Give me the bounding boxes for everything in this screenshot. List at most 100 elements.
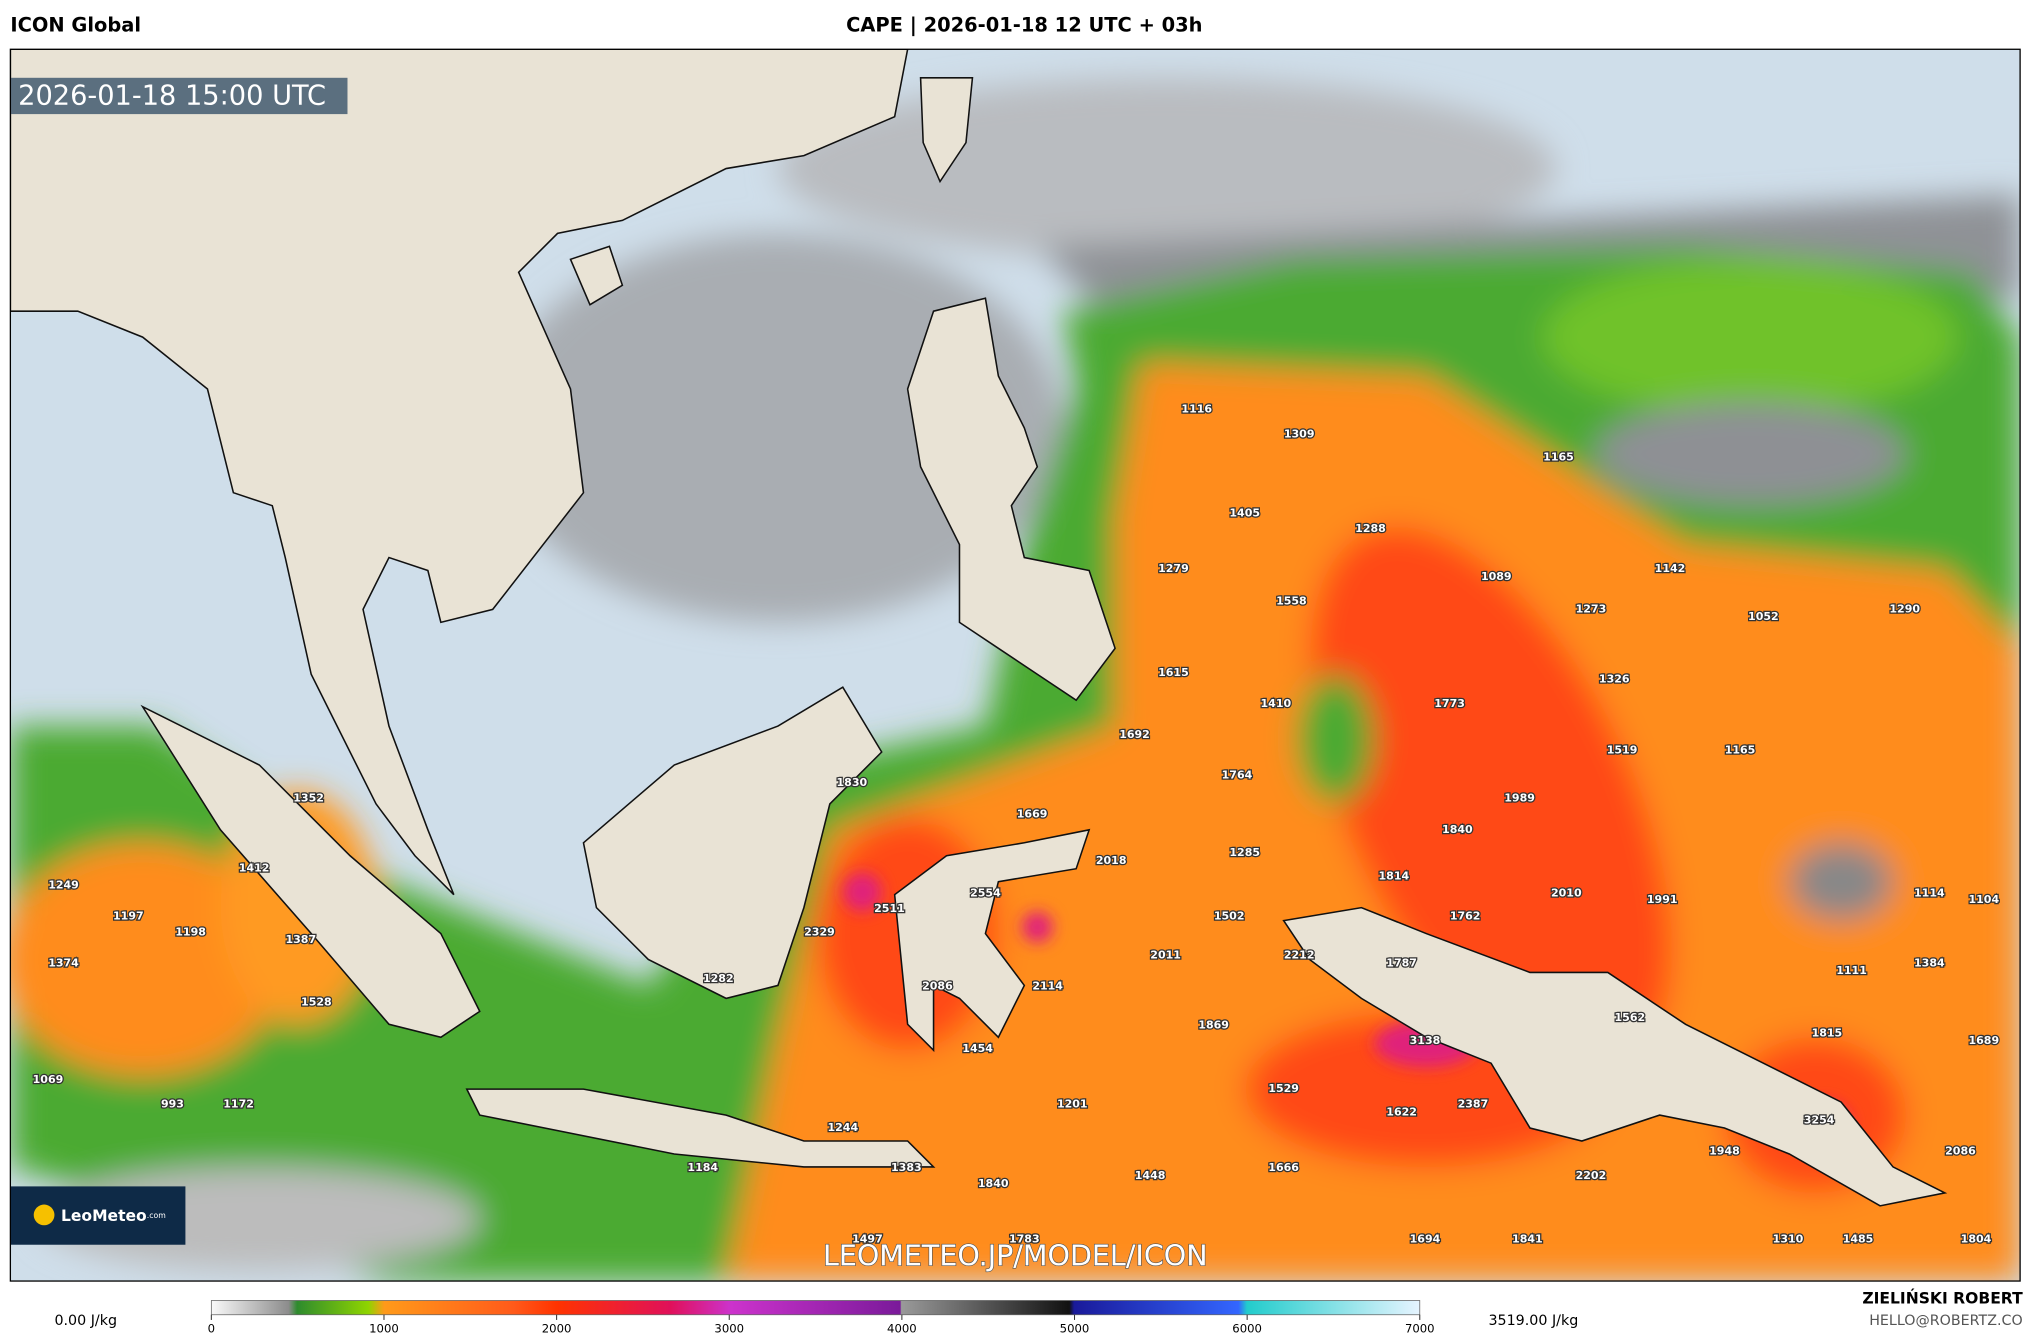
cape-label: 1290	[1889, 602, 1920, 615]
cape-label: 1352	[293, 792, 324, 805]
colorbar-ticks: 0 1000 2000 3000 4000 5000 6000 7000	[208, 1314, 1435, 1336]
cape-label: 1165	[1543, 451, 1574, 464]
colorbar-tick-label: 2000	[542, 1322, 572, 1336]
cape-label: 1111	[1836, 964, 1867, 977]
map-frame	[9, 48, 2021, 1282]
cape-label: 1309	[1284, 427, 1315, 440]
cape-label: 1405	[1229, 506, 1260, 519]
colorbar-tick-label: 1000	[369, 1322, 399, 1336]
cape-label: 1485	[1843, 1233, 1874, 1246]
cape-label: 1089	[1481, 570, 1512, 583]
cape-label: 2114	[1032, 980, 1063, 993]
cape-label: 1694	[1410, 1233, 1441, 1246]
cape-label: 1326	[1599, 672, 1630, 685]
cape-label: 1689	[1968, 1034, 1999, 1047]
cape-label: 993	[161, 1098, 184, 1111]
valid-time: 2026-01-18 15:00 UTC	[18, 81, 326, 112]
cape-label: 1198	[175, 925, 206, 938]
cape-label: 1387	[285, 933, 316, 946]
colorbar-tick-label: 0	[208, 1322, 215, 1336]
cape-label: 1840	[978, 1177, 1009, 1190]
cape-label: 1519	[1607, 744, 1638, 757]
cape-label: 1249	[48, 879, 79, 892]
logo-suffix: .com	[147, 1211, 166, 1220]
cape-label: 2329	[804, 925, 835, 938]
cape-label: 1815	[1812, 1026, 1843, 1039]
colorbar-tick-label: 5000	[1060, 1322, 1090, 1336]
map-title: CAPE | 2026-01-18 12 UTC + 03h	[846, 13, 1202, 36]
cape-label: 1288	[1355, 522, 1386, 535]
cape-label: 1052	[1748, 610, 1779, 623]
cape-label: 2202	[1576, 1169, 1607, 1182]
cape-label: 1669	[1017, 807, 1048, 820]
cape-label: 2086	[922, 980, 953, 993]
cape-label: 1374	[48, 956, 79, 969]
cape-label: 3254	[1804, 1113, 1835, 1126]
cape-label: 1142	[1655, 562, 1686, 575]
cape-label: 1410	[1261, 697, 1292, 710]
cape-label: 1948	[1709, 1144, 1740, 1157]
cape-label: 1991	[1647, 893, 1678, 906]
cape-label: 1869	[1198, 1019, 1229, 1032]
cape-label: 1558	[1276, 595, 1307, 608]
time-badge	[10, 77, 348, 115]
cape-label: 1310	[1773, 1233, 1804, 1246]
cape-label: 1412	[239, 862, 270, 875]
cape-label: 1773	[1434, 697, 1465, 710]
cape-label: 1502	[1214, 910, 1245, 923]
cape-label: 1244	[827, 1121, 858, 1134]
cape-label: 1562	[1614, 1011, 1645, 1024]
cape-label: 1840	[1442, 823, 1473, 836]
author: ZIELIŃSKI ROBERT	[1862, 1289, 2023, 1308]
cape-label: 1273	[1576, 602, 1607, 615]
cape-label: 1383	[891, 1161, 922, 1174]
cape-label: 1184	[687, 1161, 718, 1174]
cape-label: 1529	[1268, 1082, 1299, 1095]
cape-label: 2212	[1284, 949, 1315, 962]
cape-label: 1069	[33, 1073, 64, 1086]
model-name: ICON Global	[10, 13, 141, 36]
cape-label: 1814	[1379, 870, 1410, 883]
layout: ICON Global CAPE | 2026-01-18 12 UTC + 0…	[9, 13, 2023, 1336]
cape-label: 1384	[1914, 956, 1945, 969]
cape-label: 1804	[1961, 1233, 1992, 1246]
cape-label: 2018	[1096, 854, 1127, 867]
watermark: LEOMETEO.JP/MODEL/ICON	[823, 1240, 1208, 1273]
cape-label: 2010	[1551, 886, 1582, 899]
colorbar-tick-label: 4000	[887, 1322, 917, 1336]
cape-label: 1165	[1725, 744, 1756, 757]
cape-label: 1764	[1222, 768, 1253, 781]
land	[10, 49, 1948, 1207]
logo-sun	[33, 1204, 55, 1226]
colorbar	[210, 1300, 1421, 1316]
cape-label: 2387	[1458, 1098, 1489, 1111]
cape-label: 2011	[1150, 949, 1181, 962]
cape-label: 1783	[1009, 1233, 1040, 1246]
cape-label: 1454	[962, 1042, 993, 1055]
cape-label: 1279	[1158, 562, 1189, 575]
cape-label: 1201	[1057, 1098, 1088, 1111]
colorbar-tick-label: 6000	[1232, 1322, 1262, 1336]
cape-label: 2554	[970, 886, 1001, 899]
cape-label: 1285	[1229, 846, 1260, 859]
cape-label: 2511	[874, 902, 905, 915]
legend-min: 0.00 J/kg	[54, 1313, 117, 1329]
cape-label: 1104	[1968, 893, 1999, 906]
cape-label: 1197	[113, 910, 144, 923]
cape-label: 1830	[837, 776, 868, 789]
cape-label: 1282	[703, 972, 734, 985]
logo: LeoMeteo.com	[61, 1207, 166, 1225]
cape-label: 1666	[1268, 1161, 1299, 1174]
cape-label: 1841	[1512, 1233, 1543, 1246]
cape-label: 3138	[1410, 1034, 1441, 1047]
legend-max: 3519.00 J/kg	[1488, 1313, 1578, 1329]
cape-label: 1172	[223, 1098, 254, 1111]
email: HELLO@ROBERTZ.CO	[1869, 1313, 2022, 1329]
cape-label: 1448	[1135, 1169, 1166, 1182]
colorbar-tick-label: 7000	[1405, 1322, 1435, 1336]
colorbar-tick-label: 3000	[714, 1322, 744, 1336]
cape-label: 1787	[1386, 956, 1417, 969]
cape-label: 1528	[301, 995, 332, 1008]
